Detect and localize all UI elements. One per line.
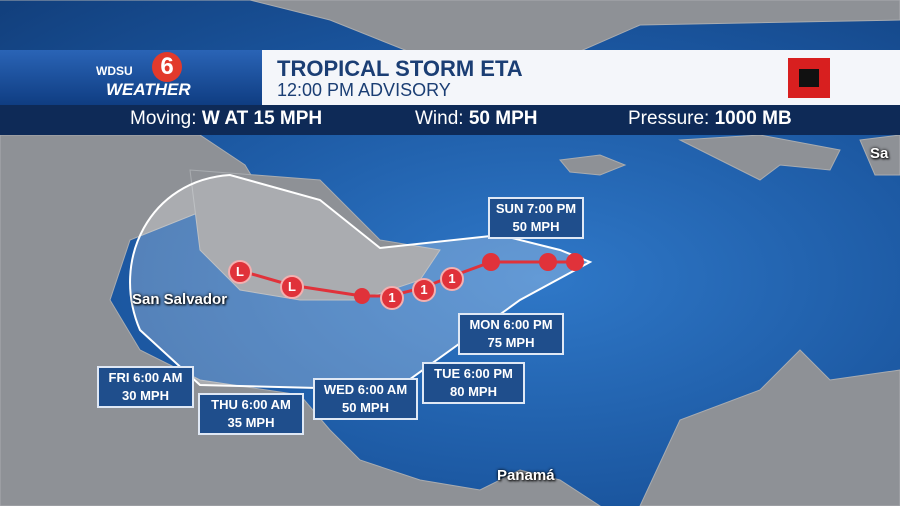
forecast-box: FRI 6:00 AM 30 MPH: [97, 366, 194, 408]
forecast-wind: 80 MPH: [450, 384, 497, 399]
title: TROPICAL STORM ETA: [277, 56, 523, 81]
track-marker: L: [228, 260, 252, 284]
place-label: Panamá: [497, 467, 555, 484]
forecast-time: THU 6:00 AM: [211, 397, 291, 412]
forecast-box: TUE 6:00 PM 80 MPH: [422, 362, 525, 404]
stat: Wind: 50 MPH: [415, 108, 538, 130]
forecast-box: SUN 7:00 PM 50 MPH: [488, 197, 584, 239]
track-point: [539, 253, 557, 271]
forecast-box: MON 6:00 PM 75 MPH: [458, 313, 564, 355]
forecast-time: TUE 6:00 PM: [434, 366, 513, 381]
stat-label: Moving:: [130, 108, 197, 129]
track-marker: 1: [412, 278, 436, 302]
stat-label: Wind:: [415, 108, 464, 129]
forecast-wind: 50 MPH: [342, 400, 389, 415]
logo-area: [0, 50, 262, 105]
land-south: [639, 349, 900, 506]
land-hispaniola: [678, 134, 841, 181]
place-label: San Salvador: [132, 291, 228, 308]
stat: Pressure: 1000 MB: [628, 108, 792, 130]
stat-value: 50 MPH: [468, 108, 538, 129]
track-point: [566, 253, 584, 271]
info-bar: [0, 105, 900, 135]
stat-value: 1000 MB: [714, 108, 792, 129]
forecast-wind: 30 MPH: [122, 388, 169, 403]
place-label: Sa: [870, 145, 889, 162]
forecast-time: FRI 6:00 AM: [108, 370, 183, 385]
stat-value: W AT 15 MPH: [201, 108, 323, 129]
forecast-wind: 35 MPH: [227, 415, 275, 430]
subtitle: 12:00 PM ADVISORY: [277, 80, 451, 100]
logo-station: WDSU: [96, 64, 133, 78]
track-point: [482, 253, 500, 271]
track-marker: 1: [440, 267, 464, 291]
land-pr: [859, 134, 900, 176]
logo-channel: 6: [152, 52, 182, 82]
stat: Moving: W AT 15 MPH: [130, 108, 322, 130]
land-jamaica: [559, 154, 627, 176]
forecast-box: WED 6:00 AM 50 MPH: [313, 378, 418, 420]
forecast-time: WED 6:00 AM: [323, 382, 408, 397]
forecast-time: SUN 7:00 PM: [495, 201, 577, 216]
forecast-box: THU 6:00 AM 35 MPH: [198, 393, 304, 435]
track-marker: L: [280, 275, 304, 299]
stat-label: Pressure:: [628, 108, 710, 129]
forecast-wind: 50 MPH: [512, 219, 560, 234]
icon: [788, 58, 830, 98]
forecast-wind: 75 MPH: [487, 335, 535, 350]
track-marker: 1: [380, 286, 404, 310]
logo-brand: WEATHER: [106, 80, 191, 99]
track-point: [354, 288, 370, 304]
forecast-time: MON 6:00 PM: [469, 317, 553, 332]
